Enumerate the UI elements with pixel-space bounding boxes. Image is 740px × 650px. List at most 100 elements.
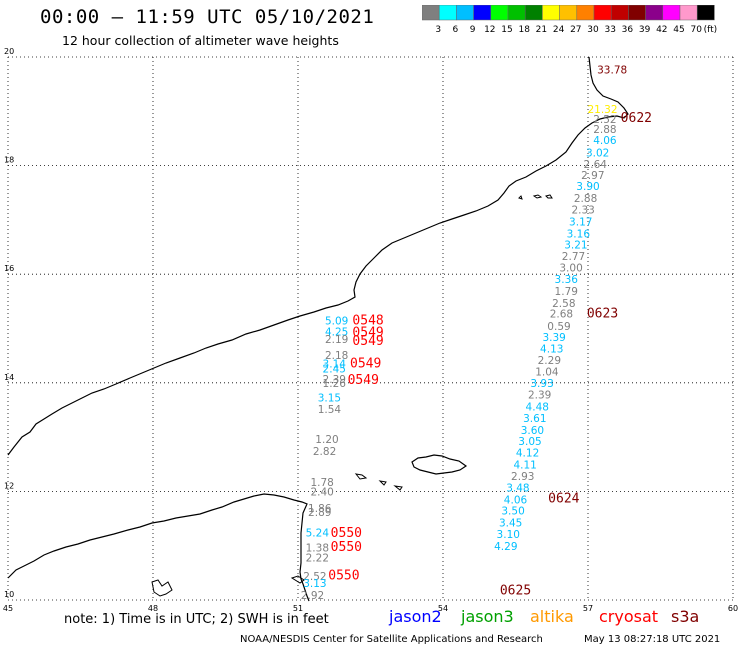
wave-height-value: 2.88	[593, 124, 616, 136]
pass-time-label: 0624	[548, 491, 579, 506]
pass-time-label: 0550	[331, 540, 362, 555]
latitude-tick-label: 20	[4, 47, 14, 56]
wave-height-value: 4.12	[516, 448, 539, 460]
wave-height-value: 3.05	[518, 436, 541, 448]
wave-height-value: 2.93	[511, 471, 534, 483]
legend-bin-label: 24	[553, 25, 565, 35]
wave-height-value: 3.61	[523, 413, 546, 425]
wave-height-value: 5.09	[325, 316, 348, 328]
pass-time-label: 0550	[331, 526, 362, 541]
wave-height-value: 2.29	[538, 355, 561, 367]
legend-bin-label: 6	[453, 25, 459, 35]
wave-height-value: 1.26	[323, 378, 347, 390]
wave-height-value: 4.29	[494, 541, 517, 553]
wave-height-value: 3.21	[564, 240, 587, 252]
samhah-island	[378, 480, 387, 486]
wave-height-value: 3.16	[567, 228, 591, 240]
wave-height-value: 2.64	[584, 159, 608, 171]
pass-time-label: 0625	[500, 584, 531, 599]
pass-time-label: 0549	[352, 326, 383, 341]
wave-height-value: 2.68	[550, 309, 573, 321]
pass-time-label: 0548	[352, 314, 383, 329]
pass-time-label: 0549	[352, 334, 383, 349]
wave-height-value: 2.52	[593, 114, 616, 126]
axis-tick-labels: 45 48 51 54 57 60 20 18 16 14 12 10	[3, 47, 738, 613]
wave-height-value: 2.89	[308, 507, 331, 519]
abd-al-kuri-island	[354, 473, 368, 480]
legend-bin-label: 33	[604, 25, 615, 35]
wave-height-value: 3.60	[521, 425, 544, 437]
wave-height-value: 3.10	[497, 529, 520, 541]
credit-line: NOAA/NESDIS Center for Satellite Applica…	[240, 634, 543, 645]
latitude-tick-label: 14	[4, 373, 14, 382]
wave-height-value: 3.48	[506, 482, 529, 494]
socotra-island	[411, 454, 468, 475]
wave-height-value: 2.52	[303, 571, 326, 583]
pass-time-label: 0549	[348, 373, 379, 388]
wave-height-value: 1.86	[308, 503, 332, 515]
legend-bin-label: 30	[587, 25, 599, 35]
altimeter-tracks: 33.7821.322.522.884.063.022.642.973.902.…	[301, 64, 652, 602]
wave-height-value: 2.45	[323, 363, 346, 375]
wave-height-value: 2.18	[325, 350, 348, 362]
inland-lake-outline	[151, 579, 173, 597]
wave-height-value: 33.78	[597, 64, 627, 76]
wave-height-value: 3.36	[555, 274, 579, 286]
longitude-tick-label: 54	[438, 604, 448, 613]
longitude-tick-label: 48	[148, 604, 158, 613]
longitude-tick-label: 51	[293, 604, 303, 613]
darsah-island	[393, 485, 403, 491]
legend-bin-label: 21	[536, 25, 547, 35]
legend-unit: (ft)	[704, 25, 718, 35]
mission-label-s3a: s3a	[671, 607, 700, 626]
coastline	[7, 56, 629, 602]
wave-height-value: 4.25	[325, 327, 348, 339]
kuria-muria-islands	[518, 194, 553, 200]
wave-height-value: 3.93	[530, 378, 553, 390]
legend-bin-label: 15	[501, 25, 512, 35]
wave-height-value: 2.77	[562, 251, 585, 263]
wave-height-value: 4.48	[526, 401, 549, 413]
legend-bin-label: 12	[484, 25, 495, 35]
wave-height-value: 3.50	[501, 506, 524, 518]
mission-label-jason3: jason3	[461, 607, 514, 626]
wave-height-value: 3.39	[542, 332, 565, 344]
wave-height-value: 1.20	[315, 434, 338, 446]
wave-height-value: 3.13	[303, 578, 326, 590]
wave-height-value: 2.40	[310, 487, 333, 499]
wave-height-value: 21.32	[587, 104, 617, 116]
wave-height-value: 1.79	[555, 286, 578, 298]
wave-height-value: 3.90	[576, 181, 599, 193]
pass-time-label: 0550	[328, 568, 359, 583]
wave-height-value: 2.33	[571, 204, 594, 216]
latitude-tick-label: 16	[4, 264, 14, 273]
wave-height-value: 2.97	[581, 170, 604, 182]
wave-height-value: 3.14	[323, 359, 347, 371]
legend-swatch	[696, 5, 715, 21]
legend-bin-label: 9	[470, 25, 476, 35]
wave-height-value: 1.54	[318, 404, 342, 416]
generated-timestamp: May 13 08:27:18 UTC 2021	[584, 634, 721, 645]
latitude-tick-label: 10	[4, 590, 14, 599]
footer-note: note: 1) Time is in UTC; 2) SWH is in fe…	[64, 612, 329, 627]
legend-bin-label: 36	[622, 25, 634, 35]
cape-guardafui-islet	[290, 575, 305, 584]
wave-height-value: 1.78	[310, 477, 333, 489]
wave-height-value: 2.88	[574, 193, 597, 205]
mission-label-altika: altika	[530, 607, 574, 626]
legend-bin-label: 18	[518, 25, 530, 35]
wave-height-value: 4.06	[504, 494, 528, 506]
latitude-tick-label: 18	[4, 156, 14, 165]
wave-height-color-legend: 3 6 9 12 15 18 21 24 27 30 33 36 39 42 45 70 (ft)	[422, 5, 718, 35]
wave-height-value: 3.15	[318, 392, 341, 404]
map-subtitle: 12 hour collection of altimeter wave hei…	[62, 33, 339, 48]
wave-height-value: 2.39	[528, 390, 551, 402]
wave-height-value: 2.82	[313, 446, 336, 458]
wave-height-value: 2.22	[306, 552, 329, 564]
wave-height-value: 1.04	[535, 367, 559, 379]
wave-height-value: 2.58	[552, 298, 575, 310]
wave-height-value: 5.24	[306, 527, 330, 539]
pass-time-label: 0622	[621, 111, 652, 126]
wave-height-value: 3.45	[499, 518, 522, 530]
